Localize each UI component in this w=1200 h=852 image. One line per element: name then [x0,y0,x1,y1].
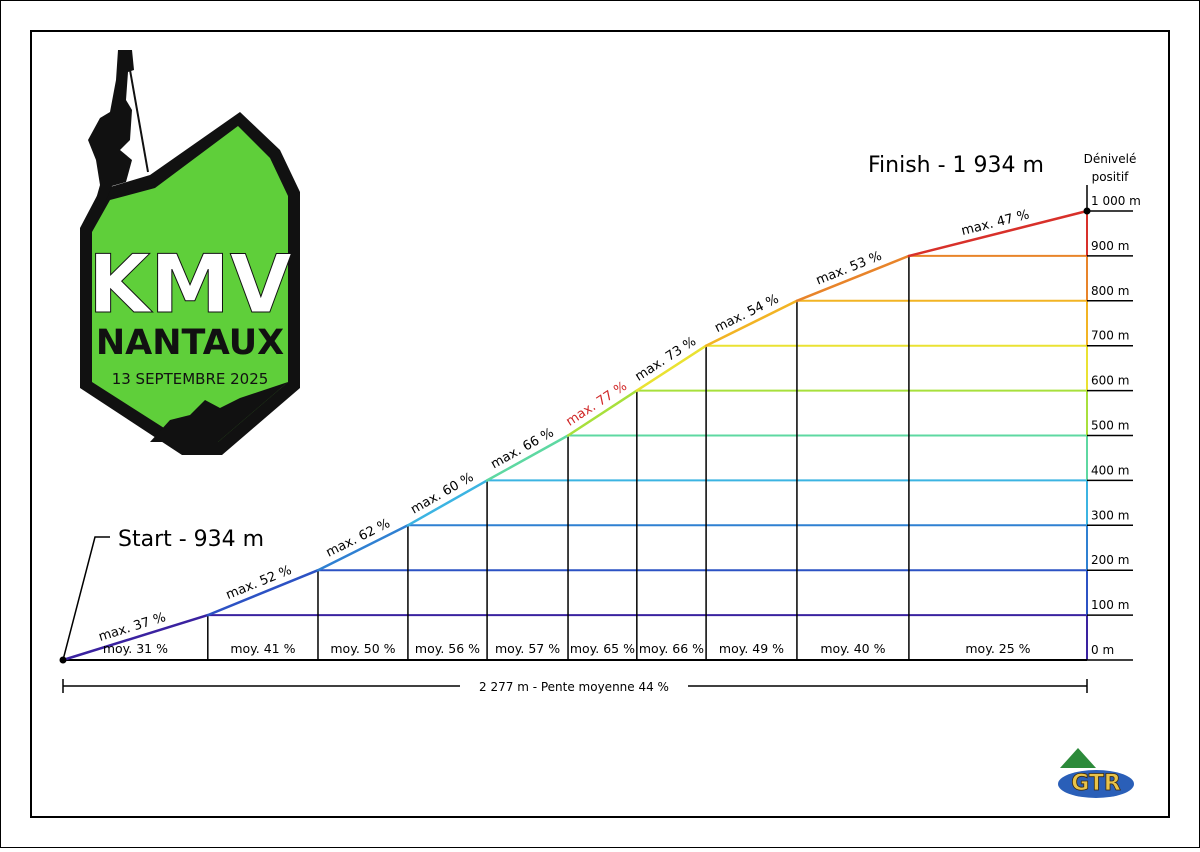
y-axis-label: positif [1092,170,1130,184]
logo: KMV NANTAUX 13 SEPTEMBRE 2025 [80,50,300,455]
logo-title: KMV [88,238,292,331]
profile-segment [485,434,570,482]
profile-segment [907,209,1089,258]
finish-point [1083,207,1091,215]
avg-label: moy. 40 % [820,641,885,656]
profile-segment [635,344,708,392]
y-tick-label: 600 m [1091,374,1129,388]
profile-segment [61,613,210,662]
profile-segment [704,299,799,347]
profile-segment [406,479,489,527]
frame [30,30,1170,818]
avg-label: moy. 65 % [570,641,635,656]
start-point [59,656,67,664]
logo-mountain [150,382,288,442]
y-tick-label: 800 m [1091,284,1129,298]
finish-label: Finish - 1 934 m [868,153,1044,178]
y-tick-label: 700 m [1091,329,1129,343]
profile-segment [206,568,320,617]
y-tick-label: 200 m [1091,553,1129,567]
brand-text: GTR [1071,771,1121,796]
y-tick-label: 1 000 m [1091,194,1141,208]
avg-label: moy. 56 % [415,641,480,656]
start-leader [62,536,110,661]
y-tick-label: 0 m [1091,643,1114,657]
avg-label: moy. 50 % [330,641,395,656]
avg-label: moy. 25 % [965,641,1030,656]
logo-field [92,126,288,442]
y-tick-label: 900 m [1091,239,1129,253]
avg-label: moy. 31 % [103,641,168,656]
start-label: Start - 934 m [118,527,264,552]
y-tick-label: 500 m [1091,419,1129,433]
brand-triangle [1060,748,1096,768]
avg-label: moy. 66 % [639,641,704,656]
logo-rope [129,69,149,173]
y-tick-label: 400 m [1091,463,1129,477]
profile-segment [566,389,639,437]
x-axis-label: 2 277 m - Pente moyenne 44 % [479,680,669,694]
y-tick-label: 100 m [1091,598,1129,612]
logo-date: 13 SEPTEMBRE 2025 [112,370,269,388]
y-axis-label: Dénivelé [1084,152,1137,166]
avg-label: moy. 41 % [230,641,295,656]
x-label-bg [460,678,688,694]
profile-segment [316,524,410,572]
y-tick-label: 300 m [1091,508,1129,522]
profile-segment [795,254,911,303]
logo-climber [88,50,134,210]
logo-subtitle: NANTAUX [96,323,284,363]
avg-label: moy. 57 % [495,641,560,656]
brand-ellipse [1058,770,1134,798]
brand-logo: GTR [1058,748,1134,798]
avg-label: moy. 49 % [719,641,784,656]
